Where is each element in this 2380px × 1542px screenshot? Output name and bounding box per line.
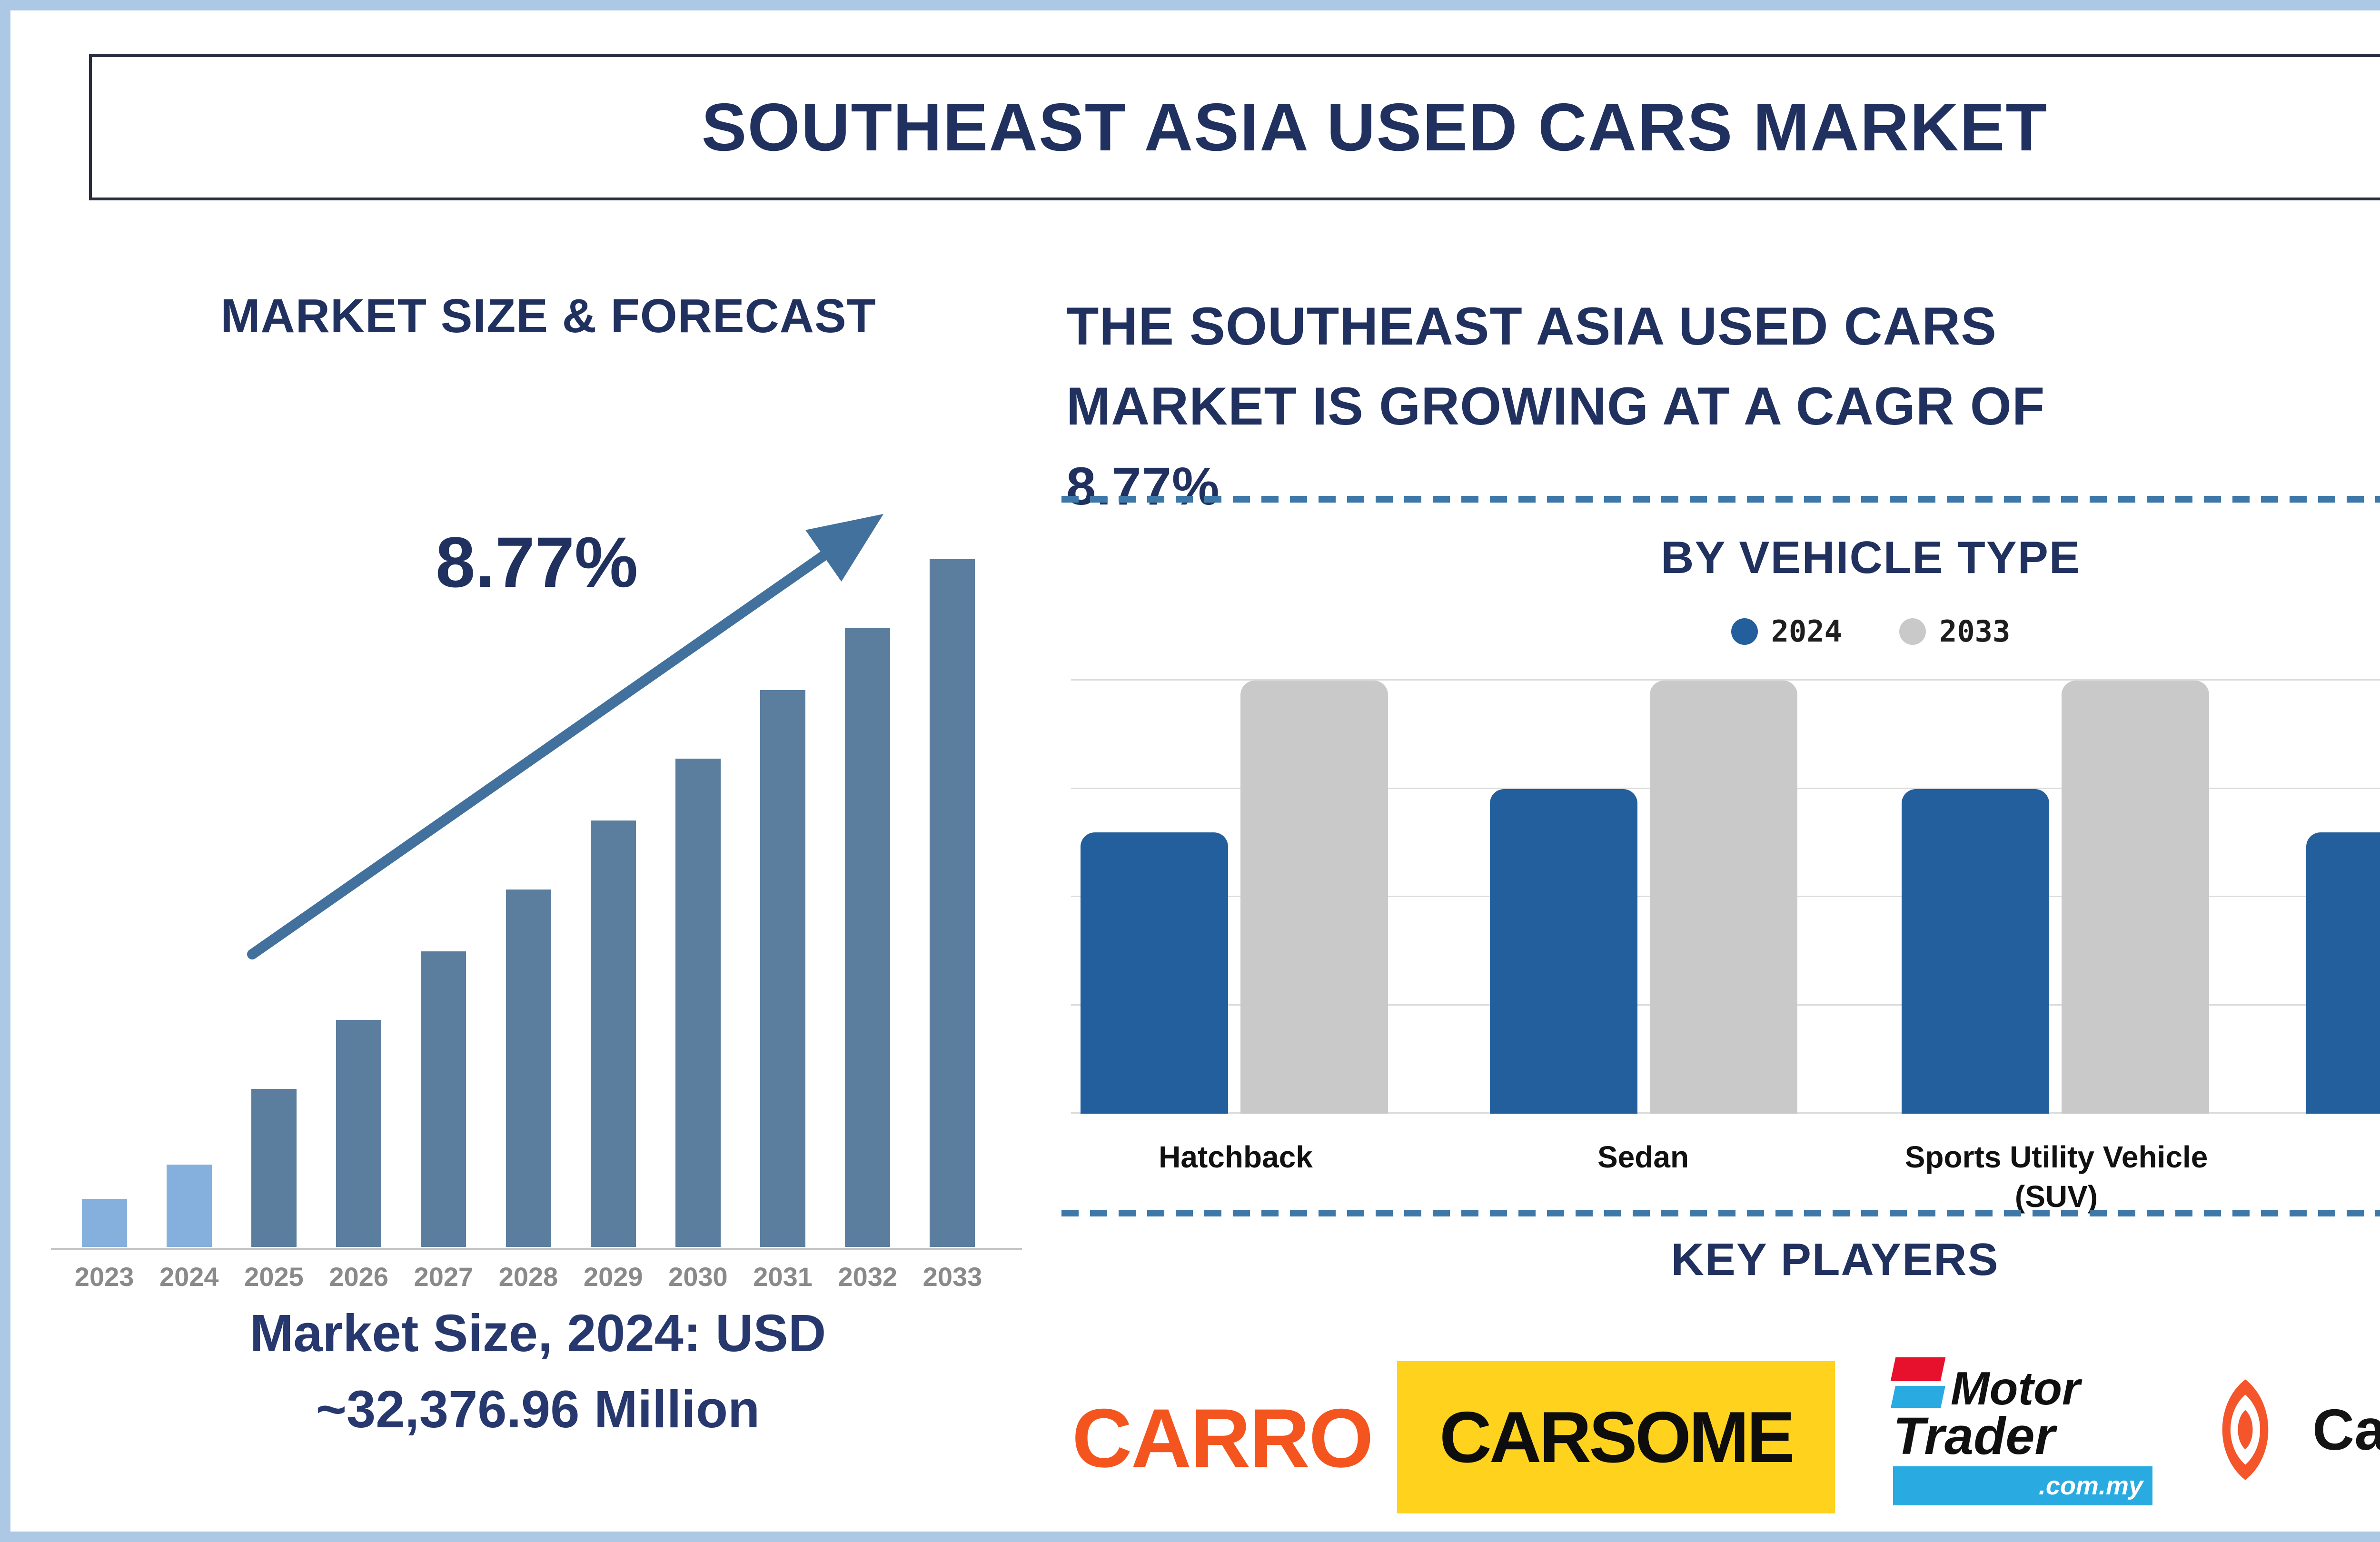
year-label: 2025 xyxy=(244,1262,304,1292)
cagr-statement: THE SOUTHEAST ASIA USED CARS MARKET IS G… xyxy=(1066,287,2380,526)
market-bar-column xyxy=(62,559,147,1247)
market-bar-2032 xyxy=(845,628,891,1247)
legend-item-2033: 2033 xyxy=(1899,614,2010,649)
by-vehicle-type-heading-wrap: BY VEHICLE TYPE xyxy=(1061,532,2380,584)
market-bar-2024 xyxy=(166,1164,212,1247)
cardekho-logo-text: CarDekho xyxy=(2312,1397,2380,1462)
year-label: 2024 xyxy=(159,1262,219,1292)
year-label: 2030 xyxy=(668,1262,728,1292)
vehicle-bar-group xyxy=(1902,681,2209,1114)
market-bar-column xyxy=(655,559,740,1247)
legend-label: 2024 xyxy=(1771,614,1842,649)
market-chart-columns xyxy=(62,559,995,1247)
vehicle-bar-Sports Utility Vehicle (SUV)-2024 xyxy=(1902,789,2049,1114)
market-bar-column xyxy=(741,559,825,1247)
vehicle-category-label: Sports Utility Vehicle (SUV) xyxy=(1904,1140,2208,1214)
cardekho-logo: CarDekho SEA xyxy=(2191,1368,2380,1492)
vehicle-category-label: Others xyxy=(2290,1137,2380,1177)
vehicle-category-label: Sedan xyxy=(1597,1140,1689,1174)
cagr-value-label: 8.77% xyxy=(436,522,638,602)
year-label: 2032 xyxy=(838,1262,898,1292)
motor-trader-domain: .com.my xyxy=(2038,1471,2143,1500)
title-box: SOUTHEAST ASIA USED CARS MARKET xyxy=(89,54,2380,200)
cagr-statement-line-2: MARKET IS GROWING AT A CAGR OF xyxy=(1066,376,2045,436)
market-chart-years: 2023 2024 2025 2026 2027 2028 2029 2030 2031 2032… xyxy=(62,1261,995,1292)
market-bar-column xyxy=(910,559,995,1247)
market-bar-2026 xyxy=(336,1020,382,1247)
vehicle-category-label: Hatchback xyxy=(1159,1140,1313,1174)
market-bar-column xyxy=(147,559,231,1247)
motor-trader-word-trader: Trader xyxy=(1893,1407,2055,1465)
market-bar-2023 xyxy=(81,1198,127,1247)
key-players-heading-wrap: KEY PLAYERS xyxy=(1061,1234,2380,1286)
dashed-divider-top xyxy=(1061,496,2380,503)
motor-trader-blue-stripe xyxy=(1891,1386,1945,1408)
vehicle-chart-plot xyxy=(1071,679,2380,1114)
market-bar-2025 xyxy=(251,1088,297,1247)
year-label: 2026 xyxy=(329,1262,388,1292)
year-label: 2031 xyxy=(753,1262,813,1292)
key-players-heading: KEY PLAYERS xyxy=(1671,1234,1999,1285)
growth-trend-arrow xyxy=(247,514,884,959)
cardekho-icon xyxy=(2222,1379,2269,1480)
year-label: 2033 xyxy=(922,1262,982,1292)
market-bar-2031 xyxy=(760,690,806,1247)
vehicle-bar-group xyxy=(2306,681,2380,1114)
market-bar-column xyxy=(231,559,316,1247)
legend-label: 2033 xyxy=(1939,614,2011,649)
vehicle-chart-labels: Hatchback Sedan Sports Utility Vehicle (SU… xyxy=(1071,1137,2380,1233)
by-vehicle-type-heading: BY VEHICLE TYPE xyxy=(1661,532,2081,583)
carsome-logo: CARSOME xyxy=(1397,1361,1835,1513)
carro-logo: CARRO xyxy=(1072,1392,1374,1485)
market-size-line-1: Market Size, 2024: USD xyxy=(249,1304,826,1363)
legend-dot-2033 xyxy=(1899,618,1926,645)
dashed-divider-bottom xyxy=(1061,1210,2380,1216)
motor-trader-logo: Motor Trader .com.my xyxy=(1890,1357,2169,1505)
motor-trader-domain-banner: .com.my xyxy=(1893,1466,2152,1505)
vehicle-bar-Hatchback-2033 xyxy=(1240,681,1388,1114)
market-bar-column xyxy=(571,559,655,1247)
cagr-statement-line-1: THE SOUTHEAST ASIA USED CARS xyxy=(1066,297,1997,356)
page-title: SOUTHEAST ASIA USED CARS MARKET xyxy=(701,89,2048,165)
vehicle-bar-group xyxy=(1081,681,1388,1114)
vehicle-bar-Sports Utility Vehicle (SUV)-2033 xyxy=(2062,681,2209,1114)
market-size-2024-note: Market Size, 2024: USD ~32,376.96 Millio… xyxy=(48,1295,1028,1447)
market-bar-2030 xyxy=(675,759,721,1247)
market-bar-2029 xyxy=(590,820,636,1247)
year-label: 2023 xyxy=(74,1262,134,1292)
market-bar-2028 xyxy=(506,889,551,1247)
vehicle-bar-Sedan-2024 xyxy=(1490,789,1637,1114)
market-bar-column xyxy=(317,559,401,1247)
vehicle-bar-Others-2024 xyxy=(2306,832,2380,1114)
year-label: 2027 xyxy=(414,1262,474,1292)
market-bar-column xyxy=(486,559,571,1247)
motor-trader-red-stripe xyxy=(1890,1357,1946,1381)
market-bar-column xyxy=(825,559,910,1247)
market-bar-column xyxy=(401,559,486,1247)
market-size-line-2: ~32,376.96 Million xyxy=(316,1380,760,1439)
vehicle-bar-Sedan-2033 xyxy=(1650,681,1797,1114)
legend-dot-2024 xyxy=(1731,618,1758,645)
vehicle-bar-group xyxy=(1490,681,1797,1114)
motor-trader-stripes xyxy=(1890,1357,1946,1411)
market-bar-2033 xyxy=(930,559,975,1247)
vehicle-legend: 2024 2033 xyxy=(1061,614,2380,649)
motor-trader-word-motor: Motor xyxy=(1951,1362,2081,1414)
cagr-statement-line-3: 8.77% xyxy=(1066,456,1220,516)
year-label: 2028 xyxy=(498,1262,558,1292)
carsome-logo-text: CARSOME xyxy=(1439,1396,1795,1478)
market-chart-axis-line xyxy=(51,1248,1022,1250)
vehicle-bar-Hatchback-2024 xyxy=(1081,832,1228,1114)
market-bar-2027 xyxy=(421,951,466,1247)
legend-item-2024: 2024 xyxy=(1731,614,1842,649)
market-size-forecast-heading: MARKET SIZE & FORECAST xyxy=(220,289,876,343)
year-label: 2029 xyxy=(583,1262,643,1292)
gridline xyxy=(1071,679,2380,681)
